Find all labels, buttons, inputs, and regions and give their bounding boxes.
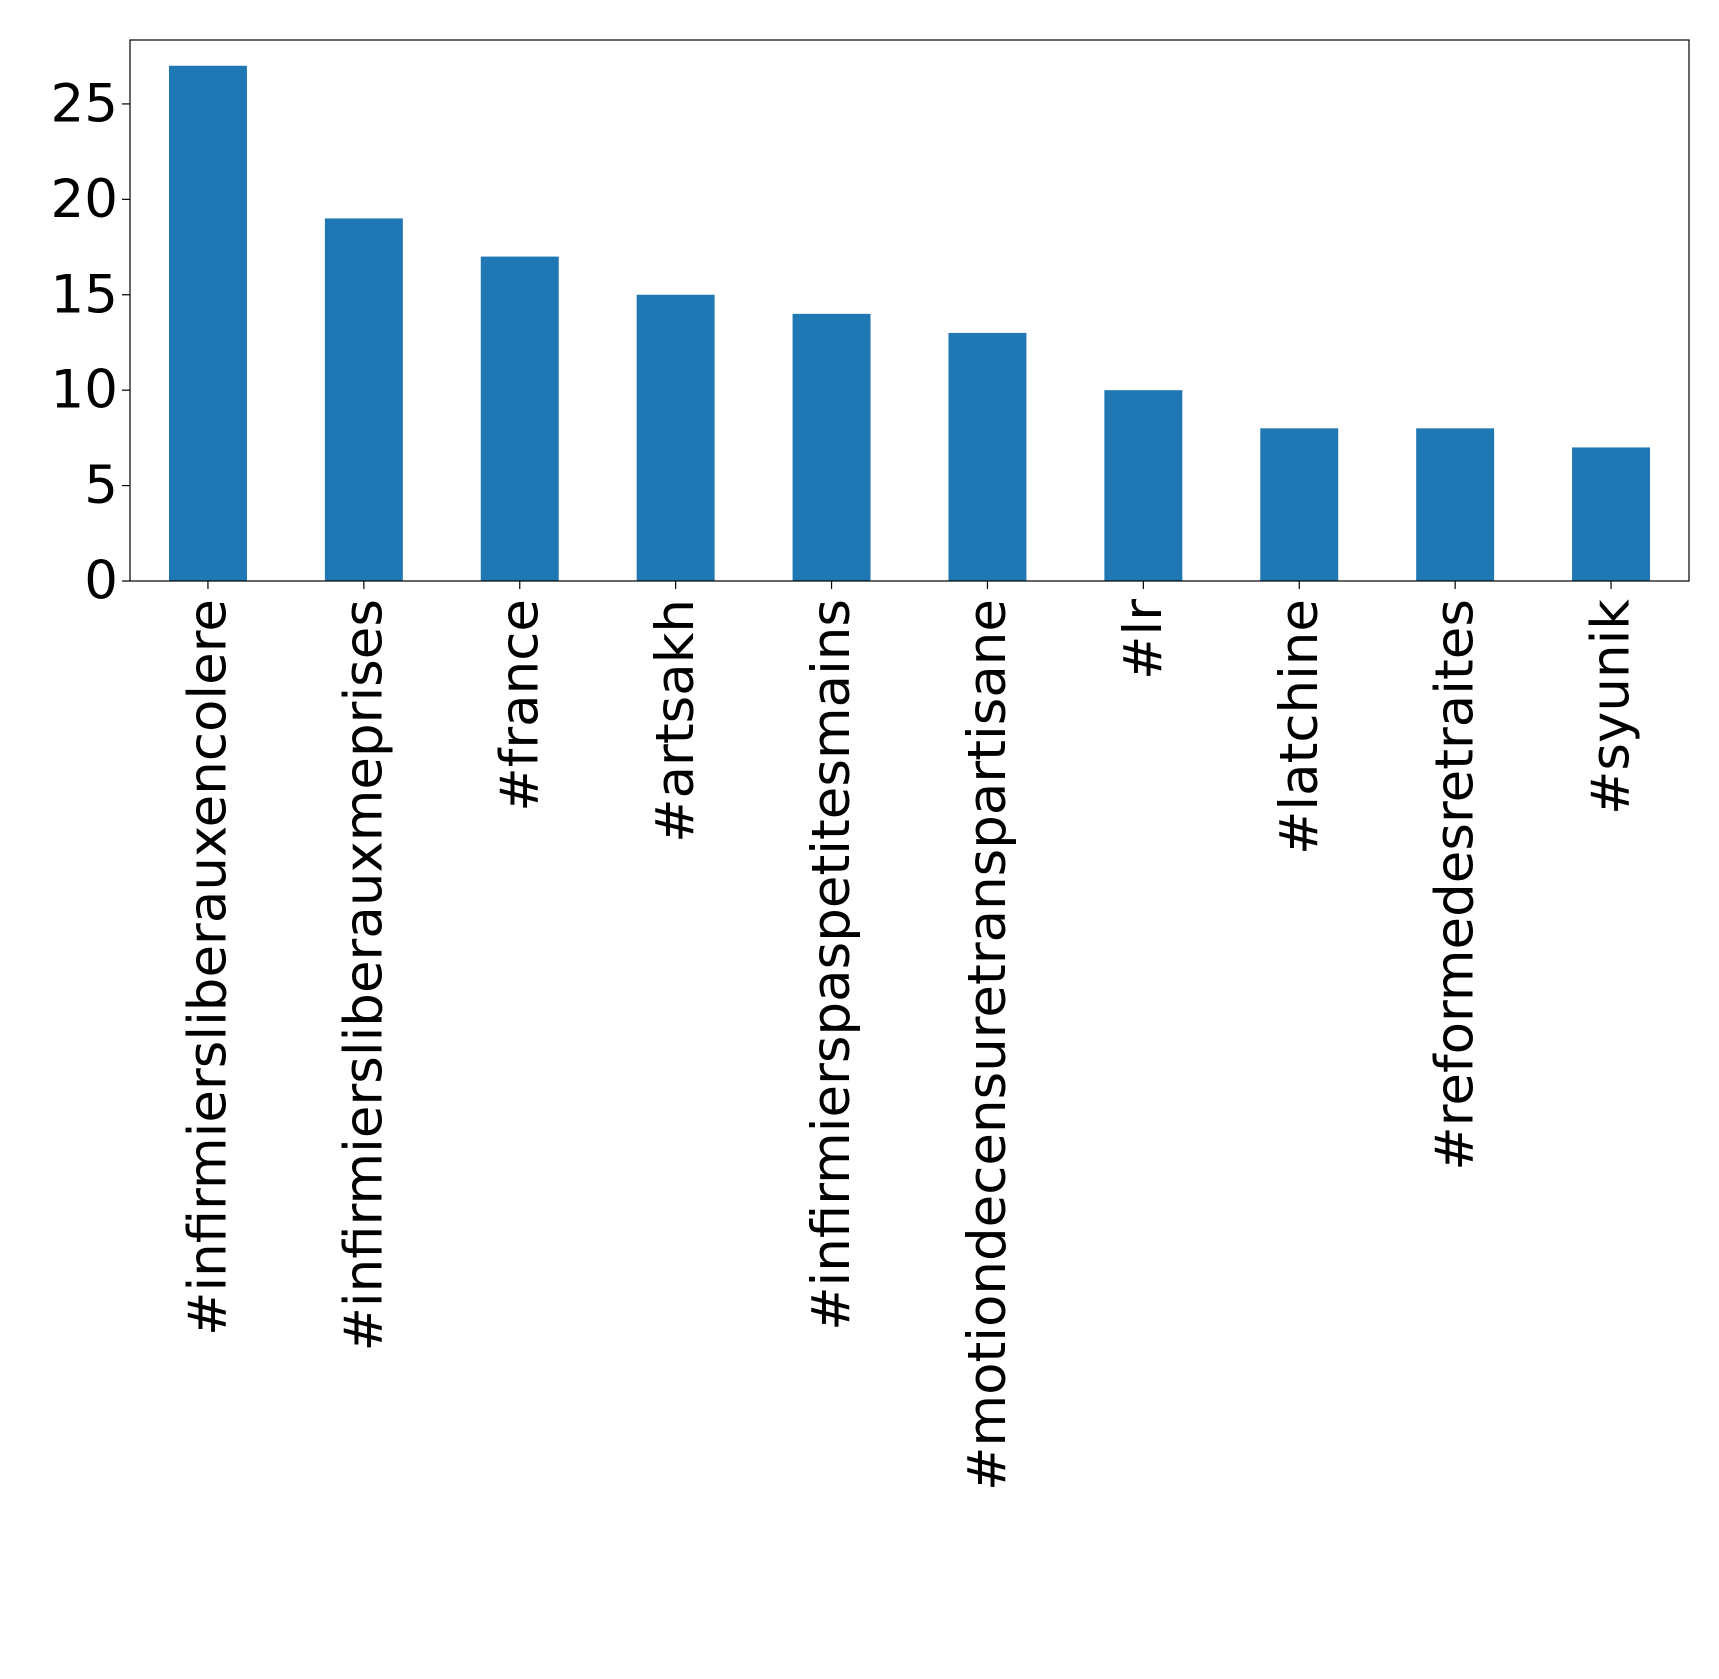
x-tick-label: #infirmierspaspetitesmains <box>801 599 862 1331</box>
x-tick-label: #france <box>489 599 550 812</box>
y-tick-label: 25 <box>51 73 118 134</box>
x-tick-label: #reformedesretraites <box>1425 599 1486 1171</box>
bar-artsakh <box>636 294 715 581</box>
y-axis: 0 5 10 15 20 25 <box>51 73 130 612</box>
bar-motiondecensuretranspartisane <box>948 332 1027 581</box>
x-tick-label: #artsakh <box>645 599 706 843</box>
bar-infirmiersliberauxencolere <box>168 65 247 581</box>
plot-frame <box>129 39 1690 582</box>
y-tick-label: 0 <box>84 551 118 612</box>
y-tick-label: 10 <box>51 360 118 421</box>
bars-layer <box>168 65 1651 581</box>
x-tick-label: #syunik <box>1581 599 1642 815</box>
x-tick-label: #latchine <box>1269 599 1330 855</box>
x-axis: #infirmiersliberauxencolere #infirmiersli… <box>177 581 1642 1491</box>
x-tick-label: #lr <box>1113 599 1174 680</box>
x-tick-label: #motiondecensuretranspartisane <box>957 599 1018 1491</box>
bar-reformedesretraites <box>1416 428 1495 581</box>
y-tick-label: 15 <box>51 264 118 325</box>
bar-lr <box>1104 390 1183 581</box>
bar-infirmiersliberauxmeprises <box>324 218 403 581</box>
bar-latchine <box>1260 428 1339 581</box>
bar-infirmierspaspetitesmains <box>792 313 871 581</box>
bar-france <box>480 256 559 581</box>
y-tick-label: 20 <box>51 169 118 230</box>
y-tick-label: 5 <box>84 455 118 516</box>
bar-syunik <box>1572 447 1651 581</box>
x-tick-label: #infirmiersliberauxmeprises <box>333 599 394 1351</box>
x-tick-label: #infirmiersliberauxencolere <box>177 599 238 1336</box>
